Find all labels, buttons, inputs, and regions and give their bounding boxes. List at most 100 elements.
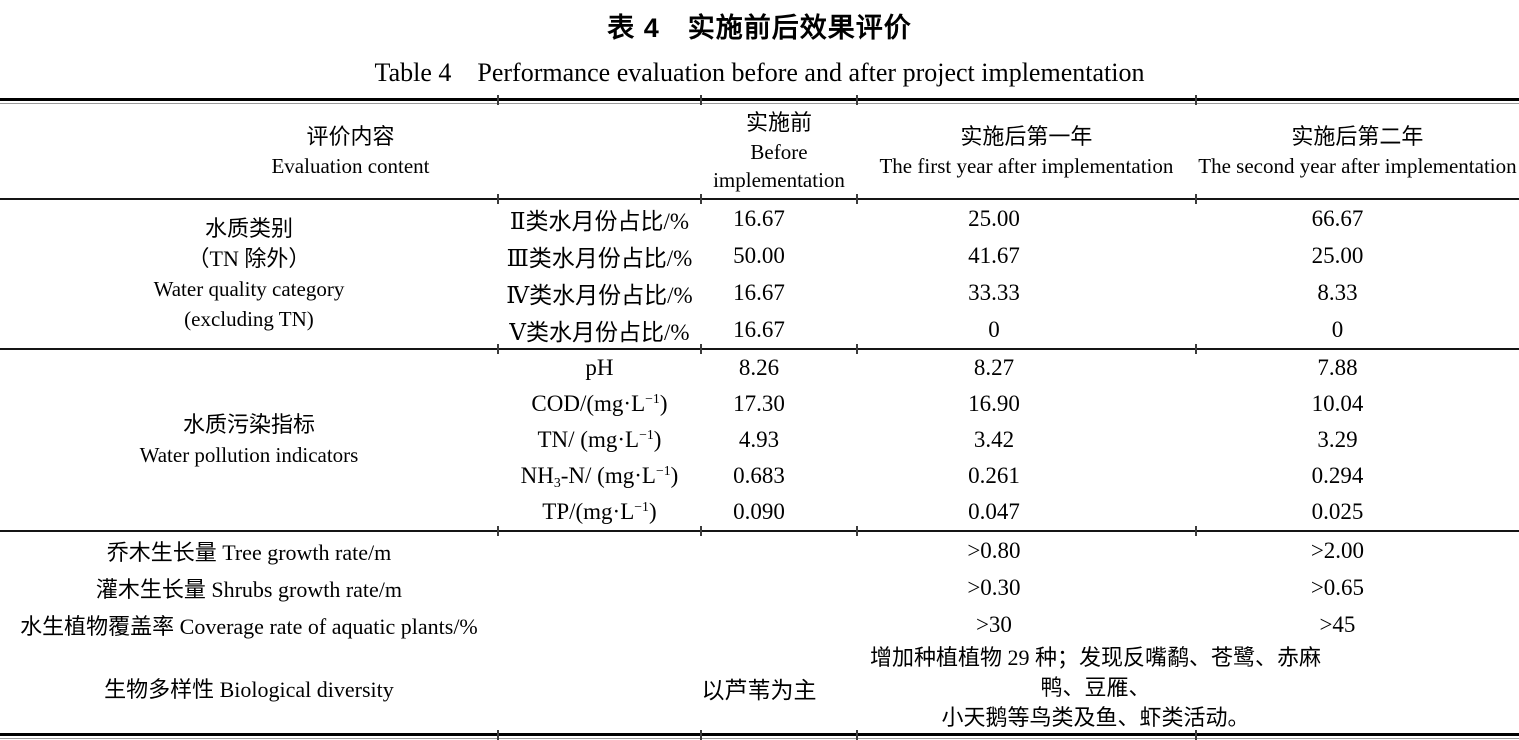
ecology-row: 乔木生长量 Tree growth rate/m >0.80 >2.00 <box>0 531 1519 569</box>
value-cell: 8.26 <box>738 355 780 380</box>
value-cell: 25.00 <box>1311 242 1364 268</box>
column-divider-tick <box>496 729 499 740</box>
water-pollution-row: NH3-N/ (mg·L−1) 0.683 0.261 0.294 <box>0 458 1519 494</box>
section-ecology: 乔木生长量 Tree growth rate/m >0.80 >2.00 灌木生长量 … <box>0 531 1519 733</box>
value-cell: 0.294 <box>1311 463 1364 488</box>
indicator-text: ) <box>659 391 668 416</box>
indicator-text: ) <box>670 463 679 488</box>
indicator-cell: Ⅳ类水月份占比/% <box>498 274 701 311</box>
row-label-cell: 灌木生长量 Shrubs growth rate/m <box>95 576 403 602</box>
column-divider-tick <box>856 729 859 740</box>
bottom-rule <box>0 733 1519 736</box>
column-divider-tick <box>856 344 859 354</box>
value-cell: 0.025 <box>1311 499 1364 524</box>
indicator-text: -N/ (mg·L <box>560 463 656 488</box>
column-divider-tick <box>1194 526 1197 536</box>
empty-sub-cell <box>498 643 701 733</box>
value-cell: 7.88 <box>1317 355 1358 380</box>
row-label-cell: 水生植物覆盖率 Coverage rate of aquatic plants/… <box>20 613 478 639</box>
water-quality-row: 水质类别 （TN 除外） Water quality category (exclud… <box>0 199 1519 332</box>
group-label-line: Water pollution indicators <box>139 443 359 467</box>
note-line: 增加种植植物 29 种；发现反嘴鹬、苍鹭、赤麻鸭、豆雁、 <box>869 645 1321 700</box>
indicator-text: Ⅳ类水月份占比/% <box>506 282 693 308</box>
note-line: 小天鹅等鸟类及鱼、虾类活动。 <box>941 705 1250 730</box>
top-rule <box>0 98 1519 101</box>
header-first-year-zh: 实施后第一年 <box>960 124 1093 149</box>
column-divider-tick <box>700 194 703 204</box>
indicator-text: pH <box>585 355 614 380</box>
sub-text: 3 <box>553 474 561 490</box>
value-cell: 33.33 <box>968 279 1020 305</box>
ecology-row: 灌木生长量 Shrubs growth rate/m >0.30 >0.65 <box>0 569 1519 606</box>
column-divider-tick <box>1194 344 1197 354</box>
water-quality-row: Ⅲ类水月份占比/% 50.00 41.67 25.00 <box>0 237 1519 274</box>
water-pollution-row: COD/(mg·L−1) 17.30 16.90 10.04 <box>0 386 1519 422</box>
water-pollution-row: TN/ (mg·L−1) 4.93 3.42 3.29 <box>0 422 1519 458</box>
column-divider-tick <box>496 344 499 354</box>
value-cell: 25.00 <box>968 205 1020 231</box>
indicator-text: TN/ (mg·L <box>537 427 640 452</box>
value-cell: 3.29 <box>1317 427 1358 452</box>
value-cell: 0.261 <box>968 463 1020 488</box>
header-before-implementation: 实施前 Before implementation <box>701 104 857 199</box>
column-divider-tick <box>856 526 859 536</box>
section-water-quality: 水质类别 （TN 除外） Water quality category (exclud… <box>0 199 1519 349</box>
column-divider-tick <box>700 526 703 536</box>
group-label-line: (excluding TN) <box>184 307 314 331</box>
value-cell: 16.90 <box>968 391 1020 416</box>
empty-sub-cell <box>498 569 701 606</box>
header-second-year-zh: 实施后第二年 <box>1291 124 1424 149</box>
value-cell: 8.27 <box>973 355 1015 380</box>
sup-text: −1 <box>639 427 654 443</box>
column-divider-tick <box>1194 94 1197 105</box>
value-cell: 8.33 <box>1317 279 1358 305</box>
indicator-text: ) <box>653 427 662 452</box>
evaluation-table: 评价内容 Evaluation content 实施前 Before imple… <box>0 104 1519 733</box>
indicator-cell: TN/ (mg·L−1) <box>498 422 701 458</box>
value-cell: >0.80 <box>967 537 1021 563</box>
indicator-text: Ⅲ类水月份占比/% <box>506 245 693 271</box>
header-first-year: 实施后第一年 The first year after implementati… <box>857 104 1196 199</box>
water-quality-row: Ⅴ类水月份占比/% 16.67 0 0 <box>0 311 1519 349</box>
row-label-cell: 生物多样性 Biological diversity <box>104 677 394 702</box>
header-evaluation-content: 评价内容 Evaluation content <box>0 104 701 199</box>
header-second-year-en: The second year after implementation <box>1198 154 1517 178</box>
column-divider-tick <box>700 729 703 740</box>
value-cell: 10.04 <box>1311 391 1364 416</box>
value-cell: 4.93 <box>738 427 780 452</box>
column-divider-tick <box>1194 729 1197 740</box>
biodiversity-note-cell: 增加种植植物 29 种；发现反嘴鹬、苍鹭、赤麻鸭、豆雁、小天鹅等鸟类及鱼、虾类活… <box>857 643 1519 733</box>
column-divider-tick <box>856 194 859 204</box>
column-divider-tick <box>700 344 703 354</box>
column-divider-tick <box>496 194 499 204</box>
column-divider-tick <box>856 94 859 105</box>
indicator-text: TP/(mg·L <box>542 499 635 524</box>
water-quality-row: Ⅳ类水月份占比/% 16.67 33.33 8.33 <box>0 274 1519 311</box>
header-before-en-line1: Before <box>750 140 808 164</box>
empty-sub-cell <box>498 531 701 569</box>
header-evaluation-content-en: Evaluation content <box>271 154 430 178</box>
indicator-text: NH <box>520 463 554 488</box>
indicator-cell: Ⅴ类水月份占比/% <box>498 311 701 349</box>
value-cell: 0.090 <box>733 499 785 524</box>
group-label-cell: 水质类别 （TN 除外） Water quality category (exclud… <box>0 199 498 349</box>
bottom-rule-shadow <box>0 738 1519 739</box>
table-title-en: Table 4 Performance evaluation before an… <box>374 58 1145 87</box>
value-cell: 16.67 <box>733 316 785 342</box>
indicator-text: Ⅱ类水月份占比/% <box>509 208 690 234</box>
group-label-cell: 水质污染指标 Water pollution indicators <box>0 349 498 531</box>
water-pollution-row: 水质污染指标 Water pollution indicators pH 8.26 8.… <box>0 349 1519 467</box>
group-label-line: 水质类别 <box>204 216 293 241</box>
top-rule-shadow <box>0 103 1519 104</box>
section-water-pollution: 水质污染指标 Water pollution indicators pH 8.26 8.… <box>0 349 1519 531</box>
sup-text: −1 <box>634 499 649 515</box>
indicator-text: ) <box>648 499 657 524</box>
value-cell: 16.67 <box>733 279 785 305</box>
ecology-row: 水生植物覆盖率 Coverage rate of aquatic plants/… <box>0 606 1519 643</box>
value-cell: >45 <box>1319 611 1356 637</box>
indicator-cell: pH <box>498 349 701 386</box>
sup-text: −1 <box>645 391 660 407</box>
value-cell: 0 <box>988 316 1000 342</box>
value-cell: 16.67 <box>733 205 785 231</box>
